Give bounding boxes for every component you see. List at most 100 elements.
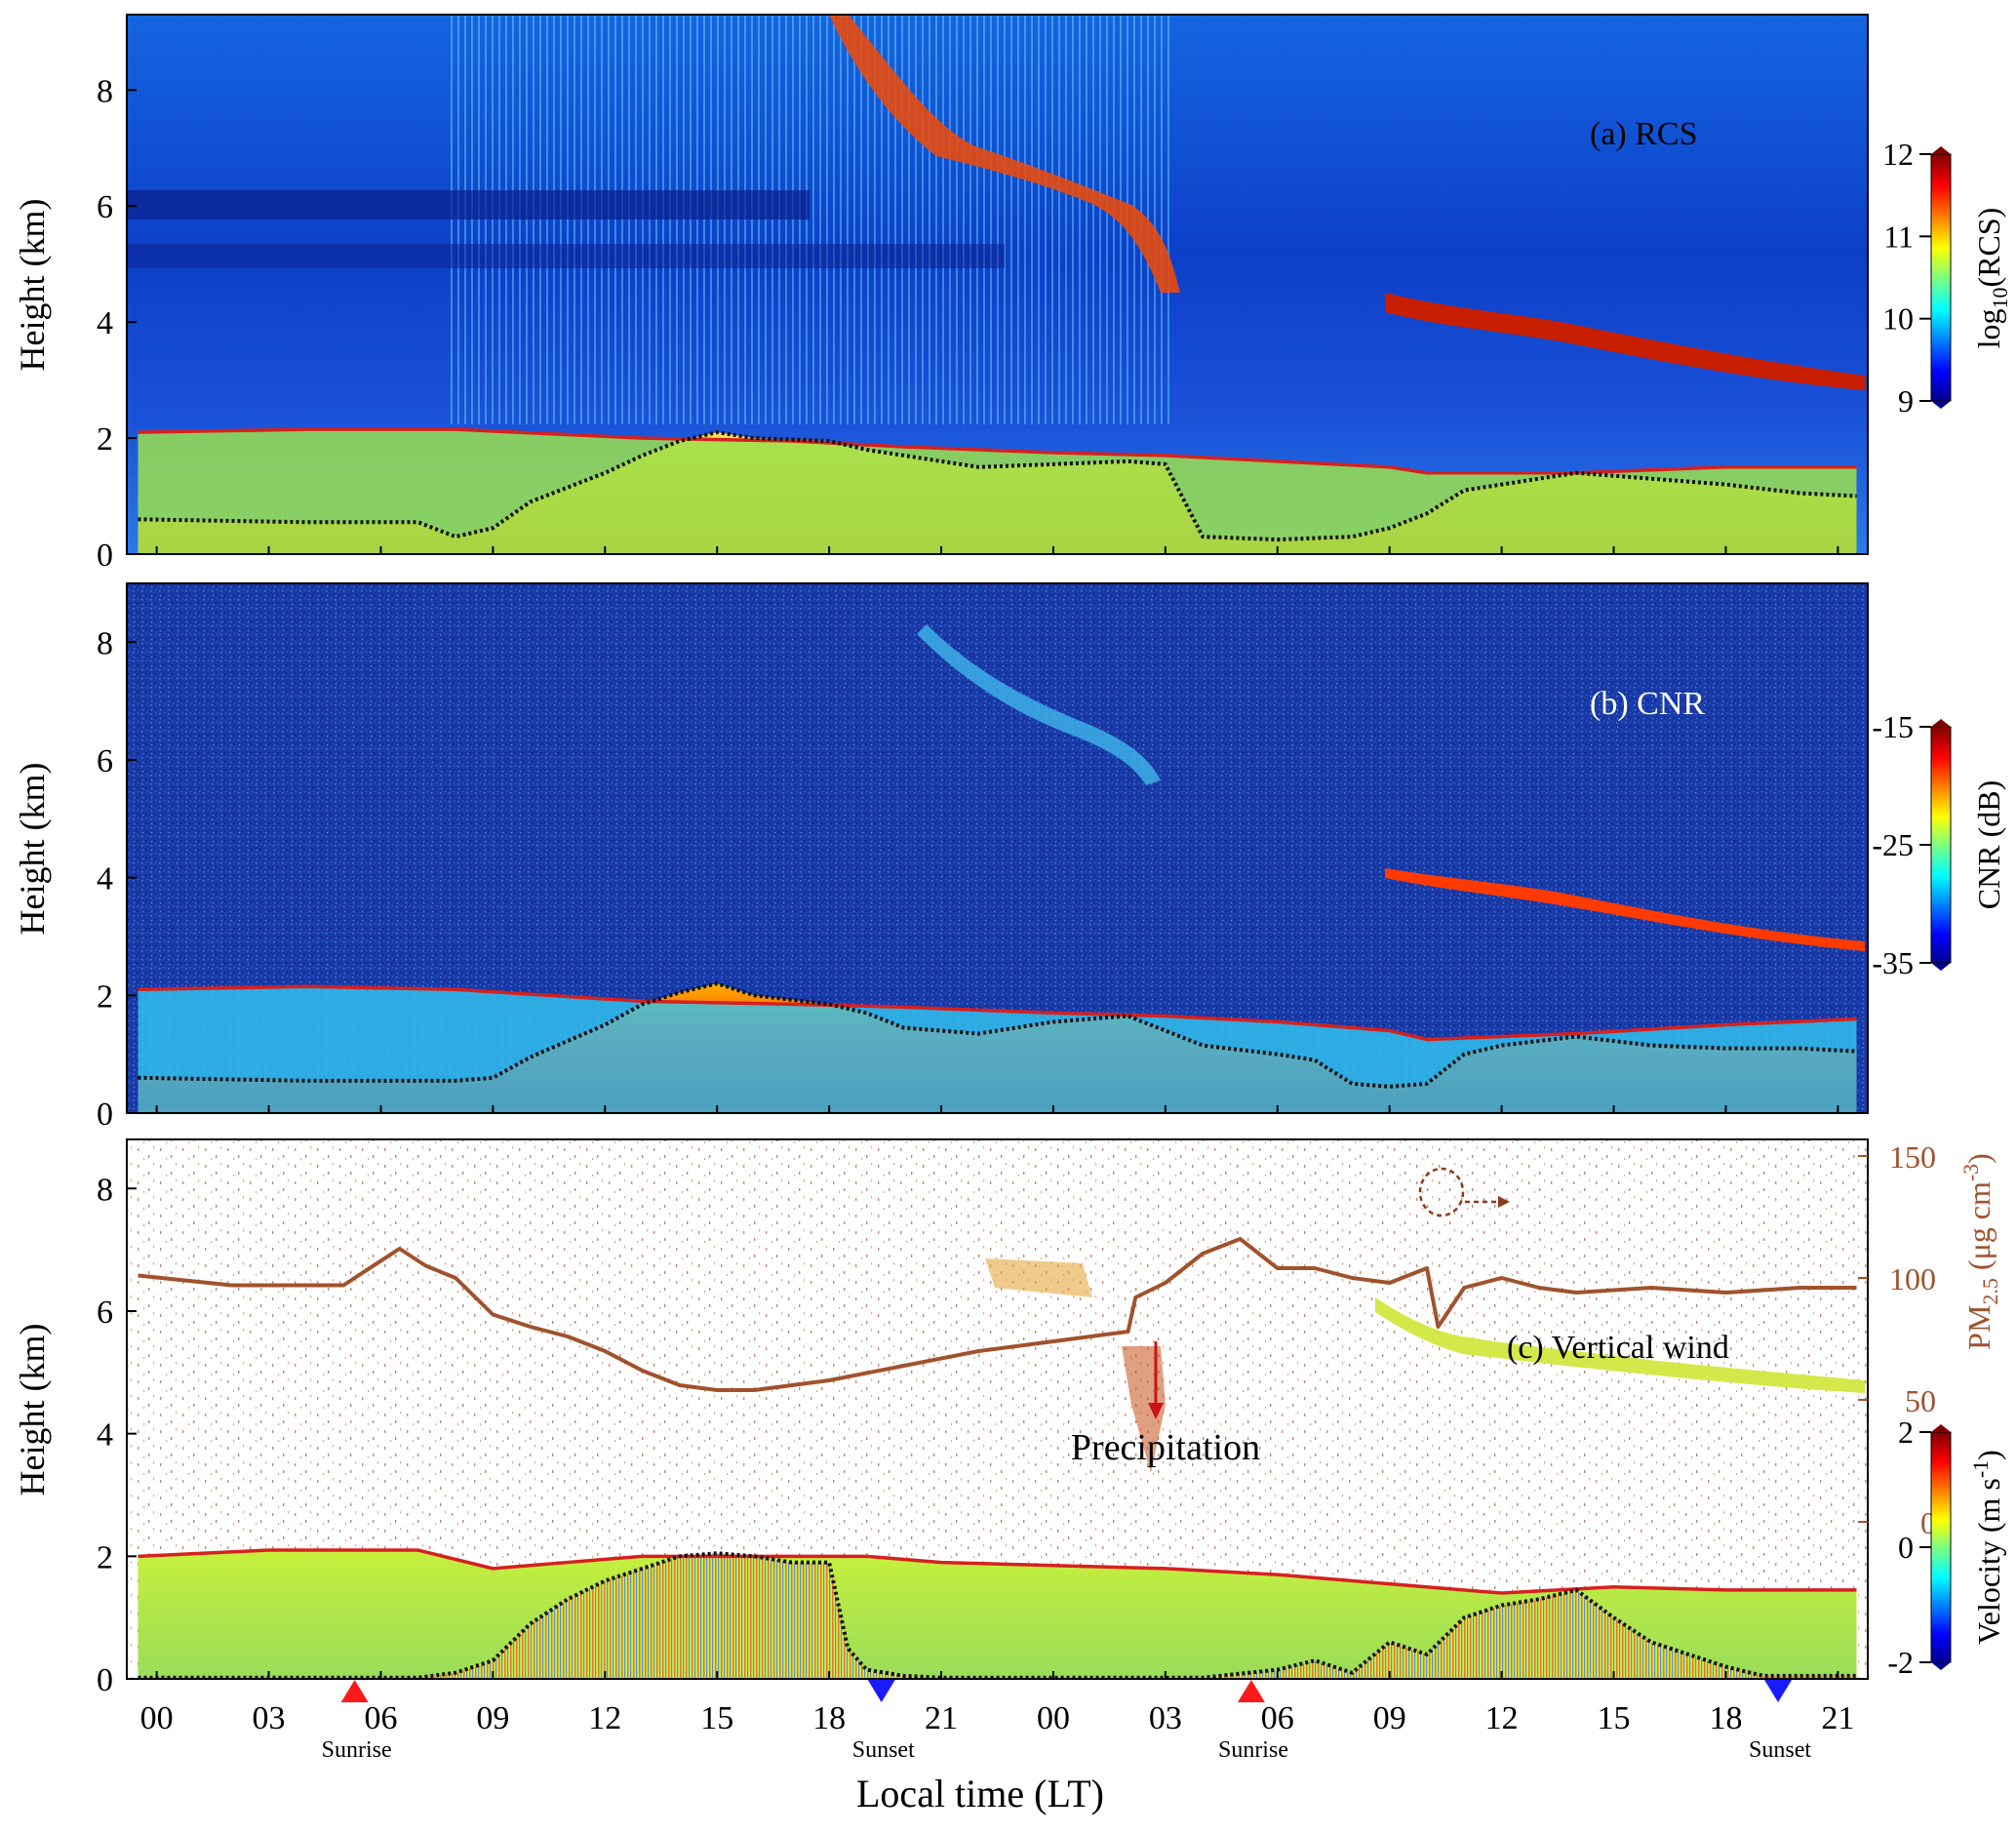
panel-b-colorbar-label: CNR (dB) [1971, 780, 2006, 909]
panel-c-colorbar-label: Velocity (m s-1) [1968, 1450, 2006, 1645]
pm25-tick-label: 100 [1889, 1261, 1936, 1296]
x-tick-label: 09 [1373, 1700, 1406, 1736]
sunrise-marker [340, 1680, 369, 1702]
panel-c-colorbar [1930, 1431, 1952, 1663]
precipitation-arrowhead [1148, 1403, 1164, 1419]
panel-b-colorbar-bottom-cap [1931, 963, 1951, 971]
panel-b-lines [138, 981, 1857, 1089]
y-tick-label: 8 [97, 1172, 113, 1208]
pbl-top-line [138, 427, 1857, 475]
x-tick-label: 15 [700, 1700, 733, 1736]
panel-c-right-axis-label: PM2.5 (μg cm-3) [1958, 1153, 2002, 1350]
panel-a-colorbar-top-cap [1931, 146, 1951, 154]
precipitation-label: Precipitation [1071, 1427, 1260, 1468]
mixing-layer-line [138, 430, 1857, 542]
colorbar-tick-label: -15 [1872, 709, 1914, 744]
panel-a-ylabel: Height (km) [13, 199, 52, 372]
sunset-marker [1764, 1680, 1793, 1702]
panel-c-colorbar-label-sup: -1 [1968, 1460, 1993, 1478]
panel-b-colorbar [1930, 726, 1952, 964]
x-tick-label: 15 [1598, 1700, 1631, 1736]
panel-a-residual-layer [138, 429, 1857, 554]
sunrise-label: Sunrise [1218, 1737, 1288, 1763]
x-axis-label: Local time (LT) [856, 1772, 1104, 1815]
x-tick-label: 21 [1821, 1700, 1854, 1736]
pm25-label-main: PM [1961, 1305, 1996, 1350]
x-tick-label: 09 [476, 1700, 509, 1736]
panel-b-colorbar-top-cap [1931, 719, 1951, 727]
y-tick-label: 8 [97, 625, 113, 661]
colorbar-tick-label: 2 [1898, 1415, 1914, 1450]
panel-b-y-axis: 0 2 4 6 8 [97, 625, 137, 1133]
panel-b-residual-layer [138, 986, 1857, 1113]
x-tick-label: 06 [364, 1700, 397, 1736]
colorbar-tick-label: 10 [1882, 301, 1914, 337]
mixing-layer-line [138, 1551, 1857, 1680]
pm25-tick-label: 50 [1905, 1383, 1936, 1418]
y-tick-label: 4 [97, 305, 113, 341]
pm25-label-mid: (μg cm [1961, 1181, 1996, 1278]
panel-c-x-axis: 00 03 06 09 12 15 18 21 00 03 06 09 12 15 18 21 [140, 546, 1854, 1736]
x-tick-label: 18 [1709, 1700, 1742, 1736]
y-tick-label: 6 [97, 1295, 113, 1331]
panel-a-colorbar-label-main: log [1971, 308, 2006, 348]
panel-a-lines [138, 427, 1857, 542]
x-tick-label: 03 [1149, 1700, 1182, 1736]
x-tick-label: 18 [812, 1700, 846, 1736]
panel-c-colorbar-ticks: -2 0 2 [1887, 1415, 1931, 1680]
y-tick-label: 8 [97, 73, 113, 109]
panel-a-label: (a) RCS [1590, 116, 1698, 152]
colorbar-tick-label: 12 [1882, 137, 1914, 172]
panel-a-cirrus [829, 15, 1180, 293]
panel-c-cirrus-streak [985, 1258, 1092, 1297]
colorbar-tick-label: 9 [1898, 383, 1914, 419]
pbl-top-line [138, 984, 1857, 1042]
pbl-top-line [138, 1548, 1857, 1595]
y-tick-label: 6 [97, 189, 113, 225]
y-tick-label: 2 [97, 1539, 113, 1575]
pm25-highlight-ellipse [1418, 1167, 1465, 1217]
colorbar-tick-label: -35 [1872, 945, 1914, 980]
panel-a-colorbar-label-sub: 10 [1988, 287, 2012, 308]
panel-c-label: (c) Vertical wind [1507, 1330, 1729, 1366]
pm25-label-sup: -3 [1958, 1164, 1983, 1181]
panel-c-frame [126, 1138, 1869, 1680]
panel-c-colorbar-top-cap [1931, 1424, 1951, 1432]
y-tick-label: 4 [97, 861, 113, 897]
panel-a-colorbar-bottom-cap [1931, 401, 1951, 409]
colorbar-tick-label: -2 [1887, 1645, 1914, 1680]
y-tick-label: 0 [97, 1096, 113, 1133]
panel-b-cirrus [917, 624, 1161, 785]
colorbar-tick-label: 0 [1898, 1530, 1914, 1565]
panel-a-cloud-layer [1385, 293, 1865, 390]
panel-c-colorbar-label-main: Velocity (m s [1971, 1478, 2006, 1645]
sunset-label: Sunset [852, 1737, 915, 1763]
panel-c-convective-fill [138, 1553, 1857, 1679]
panel-a-y-axis: 0 2 4 6 8 [97, 73, 137, 574]
panel-b-frame [126, 582, 1869, 1114]
panel-c-pm25 [138, 1237, 1857, 1392]
panel-b-label: (b) CNR [1590, 686, 1705, 722]
colorbar-tick-label: 11 [1883, 219, 1914, 254]
y-tick-label: 6 [97, 743, 113, 779]
pm25-line [138, 1237, 1857, 1392]
panel-c-lines [138, 1548, 1857, 1680]
panel-a-colorbar-label-rest: (RCS) [1971, 208, 2006, 288]
mixing-layer-line [138, 981, 1857, 1089]
panel-c-colorbar-label-end: ) [1971, 1450, 2006, 1460]
sunset-marker [867, 1680, 895, 1702]
y-tick-label: 2 [97, 978, 113, 1015]
panel-c-colorbar-bottom-cap [1931, 1662, 1951, 1670]
panel-c-ylabel: Height (km) [13, 1324, 52, 1496]
x-tick-label: 06 [1261, 1700, 1294, 1736]
x-tick-label: 03 [253, 1700, 286, 1736]
panel-a-colorbar-label: log10(RCS) [1971, 208, 2012, 349]
panel-c-cloud-band [1375, 1297, 1865, 1393]
colorbar-tick-label: -25 [1872, 827, 1914, 862]
x-tick-label: 21 [925, 1700, 958, 1736]
panel-c-y-axis: 0 2 4 6 8 [97, 1172, 137, 1698]
x-tick-label: 00 [140, 1700, 174, 1736]
